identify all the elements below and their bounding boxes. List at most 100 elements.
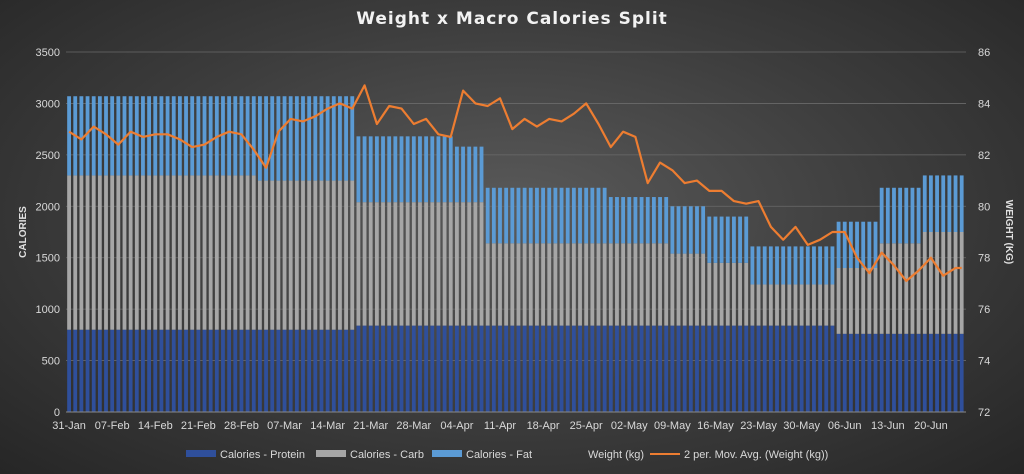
bar-fat: [510, 187, 515, 244]
bar-carb: [430, 202, 435, 326]
bar-carb: [535, 243, 539, 326]
bar-protein: [627, 325, 632, 412]
bar-protein: [547, 325, 552, 412]
bar-carb: [338, 180, 342, 330]
bar-protein: [418, 325, 422, 412]
bar-carb: [79, 175, 84, 330]
y-tick-label: 1500: [36, 253, 60, 265]
bar-fat: [104, 96, 108, 176]
bar-fat: [301, 96, 305, 181]
bar-protein: [67, 329, 71, 412]
bar-carb: [294, 180, 299, 330]
bar-fat: [935, 175, 939, 232]
bar-protein: [848, 333, 853, 412]
bar-protein: [805, 325, 810, 412]
bar-carb: [707, 262, 712, 326]
bar-carb: [787, 284, 792, 326]
bar-carb: [319, 180, 324, 330]
bar-protein: [916, 333, 921, 412]
bar-protein: [922, 333, 927, 412]
bar-protein: [227, 329, 232, 412]
bar-protein: [276, 329, 281, 412]
bar-protein: [744, 325, 749, 412]
bar-protein: [368, 325, 373, 412]
bar-carb: [732, 262, 736, 326]
bar-protein: [799, 325, 804, 412]
bar-fat: [916, 187, 921, 244]
bar-carb: [159, 175, 164, 330]
bar-protein: [350, 329, 355, 412]
bar-protein: [818, 325, 823, 412]
x-tick-label: 21-Feb: [181, 420, 216, 432]
bar-carb: [738, 262, 742, 326]
bar-protein: [504, 325, 509, 412]
bar-fat: [122, 96, 127, 176]
bar-carb: [122, 175, 127, 330]
bar-carb: [307, 180, 312, 330]
x-tick-label: 28-Feb: [224, 420, 259, 432]
bar-carb: [768, 284, 773, 326]
bar-fat: [528, 187, 533, 244]
bar-fat: [947, 175, 952, 232]
bar-carb: [941, 232, 946, 334]
bar-carb: [559, 243, 564, 326]
bar-protein: [387, 325, 392, 412]
bar-carb: [362, 202, 367, 326]
bar-protein: [128, 329, 133, 412]
bar-protein: [479, 325, 484, 412]
bar-carb: [473, 202, 478, 326]
bar-fat: [633, 197, 638, 244]
bar-protein: [436, 325, 441, 412]
bar-carb: [682, 253, 687, 326]
bar-fat: [855, 221, 859, 268]
bar-protein: [812, 325, 816, 412]
bar-protein: [879, 333, 884, 412]
bar-protein: [941, 333, 946, 412]
bar-protein: [578, 325, 582, 412]
x-tick-label: 14-Mar: [310, 420, 345, 432]
x-tick-label: 07-Mar: [267, 420, 302, 432]
moving-average-line: [68, 84, 962, 282]
bar-carb: [147, 175, 152, 330]
bar-carb: [184, 175, 188, 330]
x-tick-label: 23-May: [740, 420, 777, 432]
bar-protein: [695, 325, 699, 412]
bar-carb: [202, 175, 207, 330]
y-tick-label: 0: [54, 407, 60, 419]
bar-protein: [781, 325, 786, 412]
bar-carb: [227, 175, 232, 330]
bar-carb: [393, 202, 398, 326]
bar-fat: [159, 96, 164, 176]
bar-protein: [442, 325, 447, 412]
bar-protein: [319, 329, 324, 412]
bar-fat: [454, 146, 459, 203]
bar-carb: [608, 243, 613, 326]
bar-protein: [448, 325, 453, 412]
bar-fat: [695, 206, 699, 254]
bar-fat: [134, 96, 139, 176]
bar-fat: [621, 197, 626, 244]
bar-protein: [208, 329, 213, 412]
bar-carb: [762, 284, 767, 326]
bar-carb: [221, 175, 225, 330]
bar-protein: [633, 325, 638, 412]
bar-protein: [393, 325, 398, 412]
bar-protein: [658, 325, 662, 412]
bar-carb: [645, 243, 650, 326]
bar-fat: [411, 136, 416, 203]
bar-fat: [381, 136, 385, 203]
bar-protein: [947, 333, 952, 412]
x-tick-label: 07-Feb: [95, 420, 130, 432]
bar-carb: [590, 243, 595, 326]
y2-tick-label: 84: [978, 98, 990, 110]
bar-fat: [294, 96, 299, 181]
x-tick-label: 14-Feb: [138, 420, 173, 432]
bar-protein: [959, 333, 964, 412]
bar-protein: [467, 325, 472, 412]
bar-protein: [362, 325, 367, 412]
bar-fat: [898, 187, 903, 244]
bar-protein: [177, 329, 182, 412]
bar-fat: [892, 187, 896, 244]
x-tick-label: 30-May: [783, 420, 820, 432]
